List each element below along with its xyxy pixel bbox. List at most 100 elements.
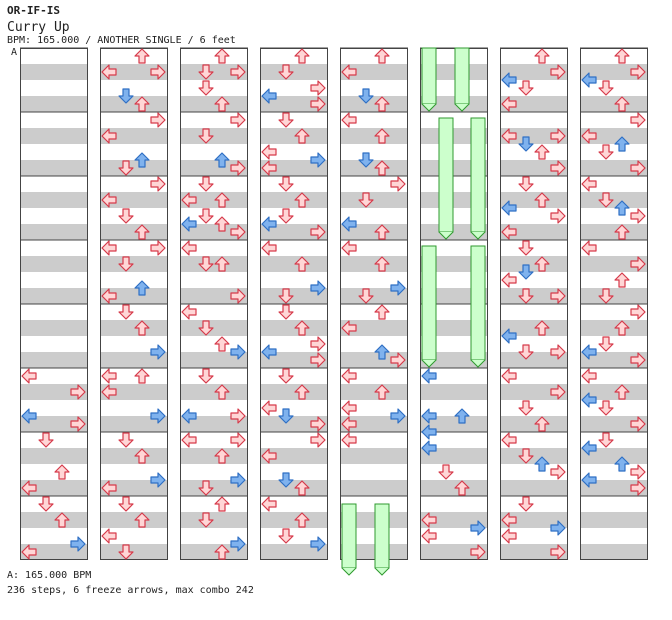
up-arrow-icon [374, 48, 390, 64]
beat-stripe [340, 128, 408, 144]
beat-stripe [580, 512, 648, 528]
left-arrow-icon [341, 432, 357, 448]
beat-stripe [580, 448, 648, 464]
beat-stripe [260, 128, 328, 144]
beat-stripe [500, 256, 568, 272]
column-border [580, 48, 648, 560]
right-arrow-icon [150, 408, 166, 424]
beat-stripe [340, 160, 408, 176]
beat-stripe [20, 192, 88, 208]
beat-stripe [340, 224, 408, 240]
left-arrow-icon [421, 408, 437, 424]
beat-stripe [100, 288, 168, 304]
up-arrow-icon [134, 96, 150, 112]
down-arrow-icon [518, 344, 534, 360]
beat-stripe [20, 256, 88, 272]
left-arrow-icon [501, 72, 517, 88]
left-arrow-icon [501, 96, 517, 112]
down-arrow-icon [598, 336, 614, 352]
down-arrow-icon [518, 136, 534, 152]
down-arrow-icon [278, 288, 294, 304]
beat-stripe [260, 416, 328, 432]
up-arrow-icon [294, 320, 310, 336]
up-arrow-icon [294, 192, 310, 208]
beat-stripe [100, 128, 168, 144]
song-artist: OR-IF-IS [7, 4, 60, 17]
left-arrow-icon [261, 88, 277, 104]
up-arrow-icon [214, 192, 230, 208]
left-arrow-icon [261, 216, 277, 232]
right-arrow-icon [70, 384, 86, 400]
left-arrow-icon [21, 408, 37, 424]
up-arrow-icon [214, 48, 230, 64]
chart-columns [20, 47, 648, 560]
left-arrow-icon [261, 496, 277, 512]
right-arrow-icon [630, 416, 646, 432]
up-arrow-icon [134, 280, 150, 296]
right-arrow-icon [310, 336, 326, 352]
beat-stripe [580, 416, 648, 432]
down-arrow-icon [518, 400, 534, 416]
beat-stripe [500, 320, 568, 336]
beat-stripe [20, 448, 88, 464]
beat-stripe [580, 480, 648, 496]
left-arrow-icon [101, 128, 117, 144]
up-arrow-icon [534, 256, 550, 272]
song-title: Curry Up [7, 20, 70, 35]
beat-stripe [180, 256, 248, 272]
right-arrow-icon [230, 344, 246, 360]
up-arrow-icon [214, 152, 230, 168]
beat-stripe [500, 416, 568, 432]
beat-stripe [180, 288, 248, 304]
up-arrow-icon [294, 384, 310, 400]
right-arrow-icon [630, 256, 646, 272]
beat-stripe [100, 224, 168, 240]
up-arrow-icon [294, 128, 310, 144]
beat-stripe [180, 192, 248, 208]
up-arrow-icon [374, 160, 390, 176]
footer-bpm: A: 165.000 BPM [7, 570, 92, 581]
left-arrow-icon [181, 408, 197, 424]
left-arrow-icon [501, 200, 517, 216]
down-arrow-icon [118, 160, 134, 176]
up-arrow-icon [294, 48, 310, 64]
chart-column [180, 47, 248, 560]
up-arrow-icon [614, 48, 630, 64]
column-border [100, 48, 168, 560]
left-arrow-icon [341, 320, 357, 336]
right-arrow-icon [230, 536, 246, 552]
beat-stripe [100, 384, 168, 400]
beat-stripe [580, 544, 648, 560]
beat-stripe [180, 128, 248, 144]
beat-stripe [260, 320, 328, 336]
left-arrow-icon [421, 512, 437, 528]
beat-stripe [260, 224, 328, 240]
left-arrow-icon [101, 192, 117, 208]
beat-stripe [580, 64, 648, 80]
beat-stripe [20, 64, 88, 80]
beat-stripe [420, 64, 488, 80]
right-arrow-icon [550, 520, 566, 536]
freeze-arrow [470, 117, 486, 240]
left-arrow-icon [21, 544, 37, 560]
up-arrow-icon [214, 544, 230, 560]
left-arrow-icon [341, 240, 357, 256]
down-arrow-icon [598, 192, 614, 208]
up-arrow-icon [534, 144, 550, 160]
beat-stripe [180, 544, 248, 560]
right-arrow-icon [150, 64, 166, 80]
down-arrow-icon [518, 80, 534, 96]
down-arrow-icon [118, 88, 134, 104]
right-arrow-icon [150, 176, 166, 192]
beat-stripe [20, 96, 88, 112]
beat-stripe [500, 64, 568, 80]
down-arrow-icon [598, 432, 614, 448]
right-arrow-icon [310, 80, 326, 96]
right-arrow-icon [310, 352, 326, 368]
footer-stats: 236 steps, 6 freeze arrows, max combo 24… [7, 585, 254, 596]
beat-stripe [20, 128, 88, 144]
right-arrow-icon [470, 520, 486, 536]
left-arrow-icon [101, 368, 117, 384]
left-arrow-icon [421, 528, 437, 544]
